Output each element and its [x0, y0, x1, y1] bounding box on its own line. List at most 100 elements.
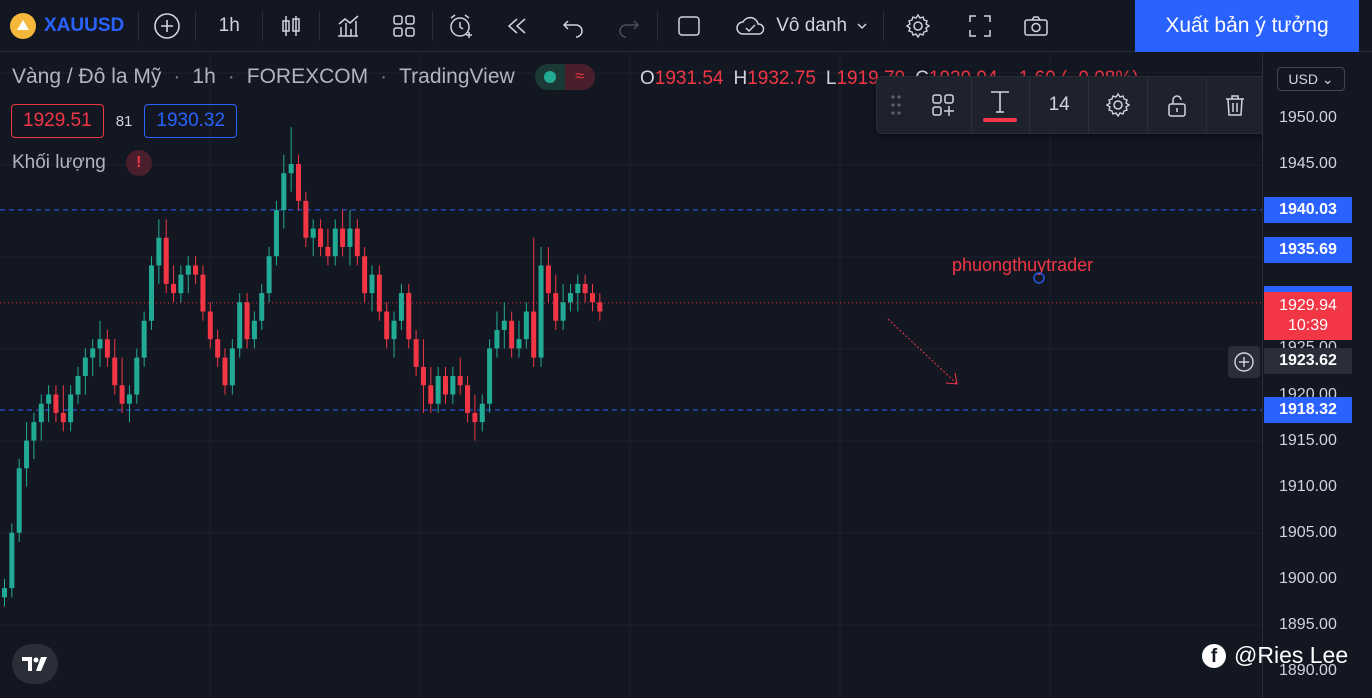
candle-body [163, 237, 169, 284]
divider [262, 10, 264, 41]
market-status-indicator[interactable]: ≈ [534, 64, 595, 90]
text-format-icon [991, 91, 1010, 113]
candle-body [303, 200, 309, 238]
template-button[interactable] [915, 77, 971, 133]
publish-idea-button[interactable]: Xuất bản ý tưởng [1135, 0, 1359, 52]
price-chart[interactable]: phuongthuytrader [0, 53, 1262, 698]
sell-button[interactable]: 1929.51 [11, 104, 104, 138]
candle-body [222, 357, 228, 386]
alarm-clock-icon [450, 13, 473, 38]
candle-body [516, 339, 522, 349]
unlock-icon [1167, 95, 1186, 117]
candle-body [479, 403, 485, 423]
candle-body [531, 311, 537, 358]
settings-button[interactable] [884, 0, 952, 52]
indicators-icon [338, 14, 359, 37]
interval-button[interactable]: 1h [196, 0, 262, 52]
divider [1088, 77, 1090, 133]
plus-circle-icon [154, 12, 181, 39]
lock-button[interactable] [1148, 77, 1206, 133]
candle-body [9, 532, 15, 589]
fullscreen-button[interactable] [952, 0, 1008, 52]
font-size-button[interactable]: 14 [1048, 94, 1070, 115]
candle-body [288, 164, 294, 174]
spread-value: 81 [115, 112, 133, 130]
candle-body [391, 320, 397, 340]
candle-body [538, 265, 544, 358]
candle-body [413, 339, 419, 367]
layout-name-button[interactable]: Vô danh [720, 0, 883, 52]
camera-icon [1024, 15, 1048, 36]
chart-type-button[interactable] [263, 0, 319, 52]
drag-dots-icon [891, 95, 901, 115]
price-tick: 1905.00 [1279, 523, 1337, 541]
price-label-line-low: 1918.32 [1264, 396, 1352, 423]
high-value: 1932.75 [747, 68, 816, 89]
candle-body [200, 274, 206, 312]
candle-body [281, 173, 287, 211]
price-tick: 1900.00 [1279, 569, 1337, 587]
candle-body [428, 385, 434, 404]
templates-grid-icon [931, 94, 954, 116]
tradingview-logo[interactable] [12, 644, 58, 684]
open-value: 1931.54 [654, 68, 724, 89]
buy-button[interactable]: 1930.32 [144, 104, 238, 138]
candle-body [53, 394, 59, 413]
drawing-settings-button[interactable] [1089, 77, 1147, 133]
candle-body [332, 228, 338, 257]
chart-legend: Vàng / Đô la Mỹ · 1h · FOREXCOM · Tradin… [12, 64, 595, 90]
candle-body [384, 311, 390, 340]
drag-handle[interactable] [877, 77, 915, 133]
price-tick: 1915.00 [1279, 431, 1337, 449]
divider [1205, 77, 1207, 133]
buy-sell-panel: 1929.51 81 1930.32 [11, 104, 238, 138]
symbol-search-button[interactable]: XAUUSD [0, 0, 138, 52]
anchor-handle [1033, 272, 1045, 284]
volume-indicator-legend[interactable]: Khối lượng ! [12, 150, 152, 176]
warning-icon[interactable]: ! [125, 150, 152, 176]
currency-selector[interactable]: USD ⌄ [1277, 67, 1345, 91]
redo-button[interactable] [601, 0, 657, 52]
candle-body [553, 293, 559, 321]
candle-body [68, 394, 74, 423]
candle-body [369, 274, 375, 294]
candle-body [31, 422, 37, 441]
alert-button[interactable] [433, 0, 489, 52]
price-tick: 1945.00 [1279, 155, 1337, 172]
tv-logo-icon [22, 657, 47, 671]
grid-icon [393, 14, 415, 37]
candle-body [38, 403, 44, 423]
candle-body [126, 394, 132, 404]
instrument-name: Vàng / Đô la Mỹ [12, 65, 162, 88]
delete-button[interactable] [1207, 77, 1265, 133]
candle-body [406, 293, 412, 340]
text-color-button[interactable] [972, 77, 1030, 133]
square-icon [678, 15, 700, 36]
divider [970, 77, 972, 133]
price-axis[interactable]: USD ⌄ 1945.001935.001925.001920.001915.0… [1262, 53, 1372, 698]
undo-button[interactable] [545, 0, 601, 52]
price-tick: 1950.00 [1279, 108, 1337, 126]
templates-button[interactable] [376, 0, 432, 52]
candle-body [141, 320, 147, 358]
candle-body [24, 440, 30, 469]
price-tick: 1910.00 [1279, 477, 1337, 495]
candle-body [523, 311, 529, 340]
compare-add-button[interactable] [139, 0, 195, 52]
candle-body [266, 256, 272, 294]
snapshot-button[interactable] [1008, 0, 1064, 52]
redo-icon [619, 19, 640, 38]
candle-body [545, 265, 551, 294]
candle-body [310, 228, 316, 238]
indicators-button[interactable] [320, 0, 376, 52]
fullscreen-layout-button[interactable] [658, 0, 720, 52]
divider [1029, 77, 1031, 133]
rewind-icon [508, 17, 526, 34]
volume-label: Khối lượng [12, 152, 106, 173]
replay-button[interactable] [489, 0, 545, 52]
candle-body [465, 385, 471, 413]
candle-body [273, 210, 279, 257]
add-alert-button[interactable] [1228, 346, 1260, 378]
divider [1146, 77, 1148, 133]
candle-body [560, 302, 566, 321]
